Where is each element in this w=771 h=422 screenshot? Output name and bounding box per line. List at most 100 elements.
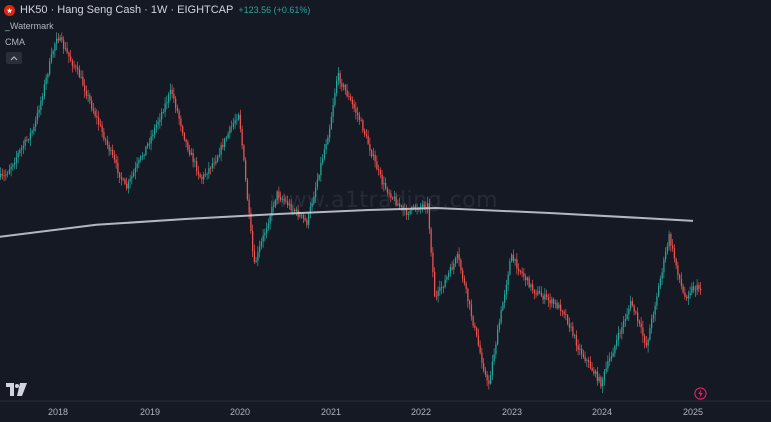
candle-body — [635, 311, 637, 313]
cma-study-label[interactable]: CMA — [5, 37, 25, 47]
candle-body — [554, 302, 557, 304]
candle-body — [498, 322, 501, 330]
candle-body — [175, 98, 177, 109]
candle-body — [308, 213, 310, 225]
candle-body — [448, 273, 450, 277]
x-tick-label: 2023 — [502, 407, 522, 417]
candle-body — [444, 279, 446, 288]
candle-body — [239, 114, 242, 129]
collapse-legend-button[interactable] — [6, 52, 22, 64]
candle-body — [56, 38, 58, 44]
candle-body — [698, 285, 700, 289]
candle-body — [7, 173, 9, 175]
candle-body — [651, 318, 653, 329]
candle-body — [278, 191, 280, 198]
candle-body — [647, 339, 649, 346]
candle-body — [103, 131, 105, 140]
candle-body — [350, 96, 352, 100]
candle-body — [262, 235, 264, 242]
candle-body — [33, 126, 35, 132]
candle-body — [304, 218, 306, 221]
candle-body — [591, 367, 593, 371]
candle-body — [194, 161, 196, 163]
candle-body — [658, 285, 660, 297]
candle-body — [182, 126, 184, 134]
symbol-title[interactable]: HK50 · Hang Seng Cash · 1W · EIGHTCAP — [20, 4, 234, 16]
candle-body — [495, 344, 497, 355]
candle-body — [166, 102, 168, 104]
candle-body — [108, 144, 110, 151]
tradingview-logo — [6, 383, 28, 401]
candle-body — [477, 335, 480, 346]
candle-body — [441, 287, 443, 289]
candle-body — [479, 345, 481, 353]
candle-body — [560, 304, 562, 312]
candle-body — [339, 73, 341, 84]
candle-body — [530, 284, 532, 288]
candle-body — [596, 371, 599, 381]
candle-body — [302, 215, 305, 219]
candle-body — [677, 265, 679, 275]
candle-body — [603, 371, 606, 380]
candle-body — [630, 301, 632, 309]
candle-body — [428, 203, 431, 230]
candle-body — [168, 94, 170, 103]
candle-body — [101, 125, 103, 132]
candle-body — [595, 371, 597, 374]
candle-body — [575, 335, 578, 346]
hong-kong-flag-icon — [4, 4, 15, 16]
candle-body — [659, 278, 662, 286]
candle-body — [680, 279, 683, 286]
candle-body — [619, 332, 621, 334]
candle-body — [519, 271, 522, 272]
candle-body — [112, 149, 114, 156]
candle-body — [376, 161, 378, 170]
candle-body — [463, 278, 466, 284]
candle-body — [628, 308, 630, 315]
candle-body — [271, 206, 273, 217]
lightning-icon[interactable] — [694, 387, 707, 405]
candle-body — [509, 261, 511, 275]
candle-body — [201, 177, 203, 180]
candle-body — [687, 295, 690, 299]
candle-body — [183, 133, 186, 140]
candle-body — [652, 314, 655, 319]
candle-body — [582, 354, 585, 357]
candle-body — [124, 179, 126, 185]
candle-body — [483, 363, 485, 371]
candle-body — [17, 153, 19, 158]
candle-body — [154, 127, 156, 135]
candle-body — [577, 345, 579, 350]
candle-body — [59, 37, 61, 41]
candle-body — [514, 259, 516, 261]
candle-body — [290, 203, 292, 211]
candle-body — [602, 379, 604, 387]
candle-body — [451, 267, 453, 270]
candle-body — [673, 248, 676, 259]
candle-body — [397, 203, 399, 205]
candle-body — [196, 161, 198, 172]
candle-body — [491, 361, 494, 376]
candle-body — [551, 299, 553, 304]
candle-body — [204, 174, 207, 176]
candle-body — [561, 311, 564, 312]
candle-body — [64, 48, 67, 50]
watermark-study-label[interactable]: _Watermark — [5, 21, 54, 31]
candle-body — [579, 348, 581, 350]
candle-body — [684, 292, 686, 297]
candle-body — [341, 83, 343, 87]
candle-body — [365, 134, 368, 136]
candle-body — [395, 196, 397, 205]
candle-body — [330, 116, 333, 129]
candle-body — [434, 271, 436, 297]
candle-body — [255, 260, 257, 262]
candle-body — [129, 178, 131, 182]
candle-body — [236, 119, 238, 121]
candle-body — [140, 156, 142, 160]
candle-body — [52, 51, 54, 55]
candle-body — [675, 258, 677, 266]
candle-body — [358, 115, 361, 121]
candle-body — [152, 134, 154, 137]
candle-body — [462, 270, 464, 279]
